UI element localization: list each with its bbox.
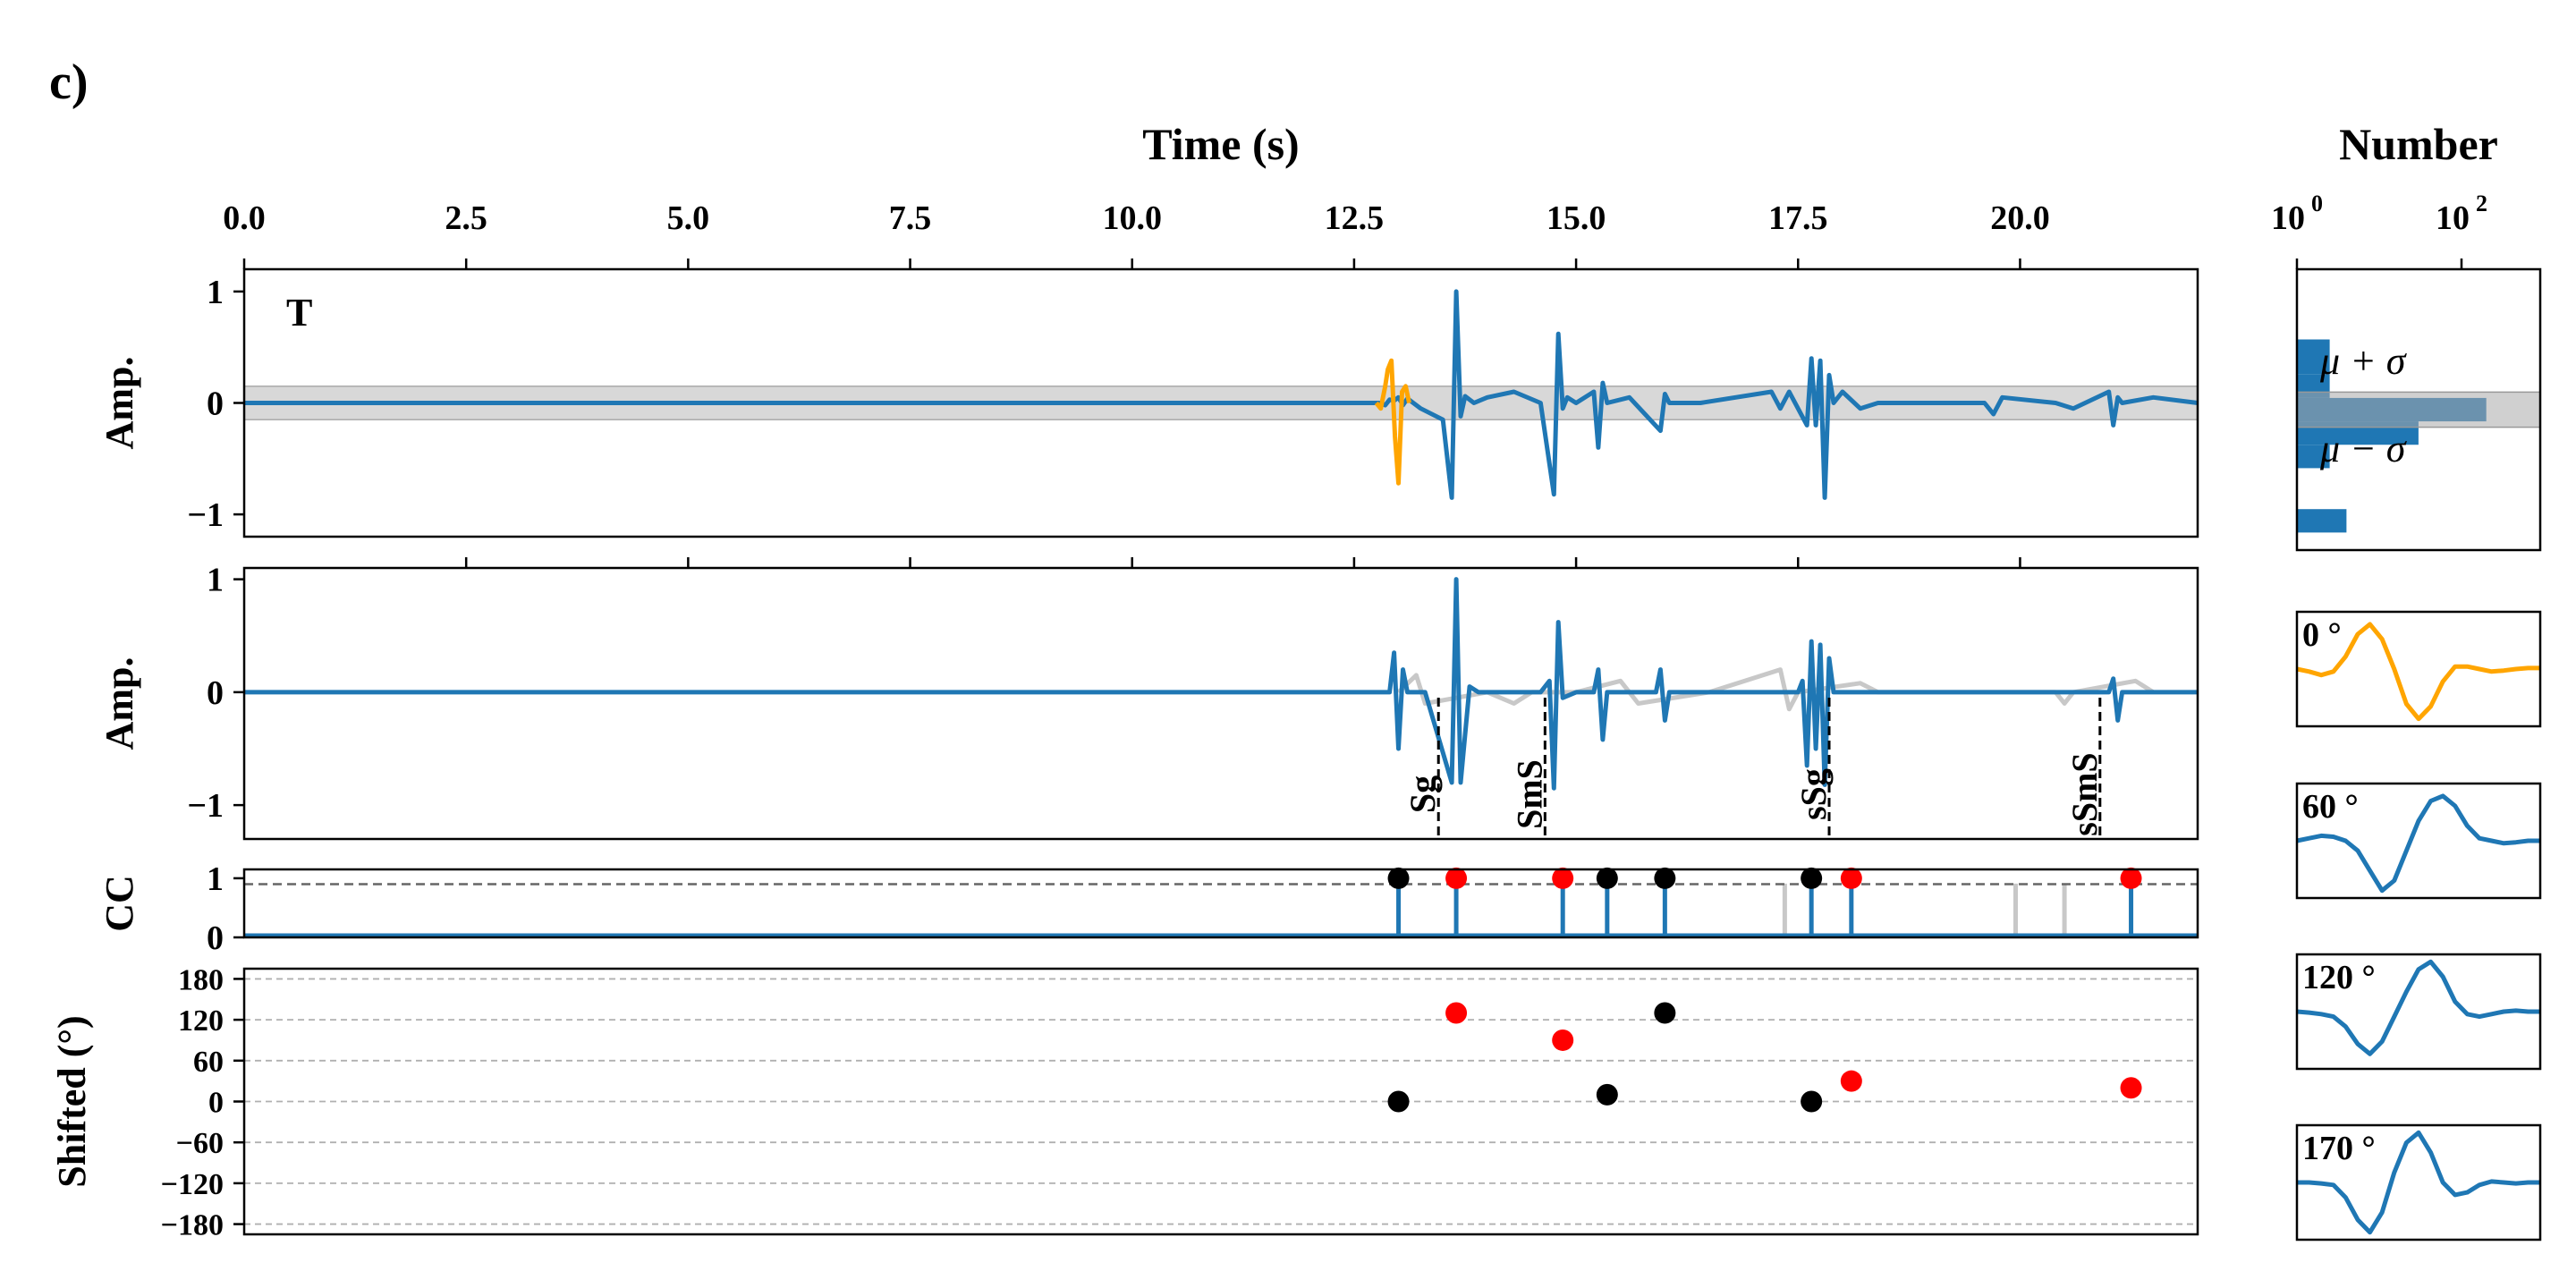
x-tick-label: 17.5	[1768, 199, 1828, 237]
shift-point-red	[1445, 1002, 1468, 1024]
x-tick-exponent: 2	[2476, 191, 2487, 216]
x-tick-label: 2.5	[445, 199, 487, 237]
y-tick-label: −1	[187, 496, 224, 534]
shift-panel: 180 120 60 0 −60 −120 −180 Shifted (°)	[50, 963, 2199, 1242]
y-axis-title: Amp.	[97, 357, 141, 450]
x-tick-label: 10	[2271, 199, 2305, 237]
templates-panel: 0 ° 60 ° 120 ° 170 °	[2295, 610, 2542, 1241]
top-trace-panel: T 0.0 2.5 5.0 7.5 10.0 12.5 15.0 17.5 20.0 Time (s…	[97, 119, 2199, 538]
y-tick-label: −120	[161, 1168, 224, 1201]
y-axis-title: Amp.	[97, 657, 141, 750]
template-label: 120 °	[2302, 959, 2376, 996]
template-line	[2297, 1130, 2540, 1235]
x-tick-label: 15.0	[1546, 199, 1606, 237]
shift-point-red	[2120, 1077, 2142, 1099]
phase-label: SmS	[1509, 759, 1549, 829]
cc-marker-red	[1552, 867, 1574, 889]
histogram-bar	[2297, 339, 2330, 375]
template-frame	[2295, 1123, 2542, 1241]
hist-band	[2296, 391, 2541, 428]
y-tick-label: 0	[207, 919, 224, 957]
template-frame	[2295, 610, 2542, 728]
template-label: 170 °	[2302, 1130, 2376, 1167]
cc-marker-black	[1387, 867, 1410, 889]
cc-panel: 1 0 CC	[97, 860, 2199, 957]
template-label: 0 °	[2302, 616, 2342, 654]
y-tick-label: 0	[207, 386, 224, 423]
x-tick-label: 7.5	[889, 199, 932, 237]
trace-component-label: T	[286, 291, 312, 335]
phase-label: sSg	[1793, 768, 1834, 820]
x-tick-label: 0.0	[223, 199, 266, 237]
y-axis-title: CC	[97, 875, 141, 932]
histogram-bar	[2297, 509, 2347, 533]
y-tick-label: 60	[193, 1046, 224, 1079]
template-line	[2296, 959, 2540, 1056]
template-line	[2296, 622, 2540, 722]
aligned-trace-line	[244, 577, 2198, 791]
x-tick-label: 20.0	[1990, 199, 2050, 237]
cc-frame	[242, 868, 2199, 939]
trace-line	[244, 289, 2199, 500]
y-tick-label: −60	[176, 1127, 224, 1160]
cc-marker-black	[1801, 867, 1823, 889]
template-frame	[2295, 782, 2542, 900]
y-tick-label: 120	[178, 1004, 224, 1038]
cc-marker-red	[1445, 867, 1468, 889]
x-tick-label: 12.5	[1325, 199, 1385, 237]
shift-point-black	[1801, 1090, 1823, 1113]
y-tick-label: 0	[207, 674, 224, 712]
histogram-frame	[2295, 267, 2542, 552]
x-tick-label: 5.0	[667, 199, 710, 237]
y-tick-label: −1	[187, 787, 224, 825]
y-tick-label: −180	[161, 1209, 224, 1242]
shift-point-black	[1596, 1083, 1618, 1106]
cc-marker-black	[1654, 867, 1676, 889]
x-axis-title: Time (s)	[1142, 119, 1299, 169]
window-line	[1374, 358, 1411, 486]
x-tick-label: 10	[2436, 199, 2470, 237]
cc-marker-red	[1840, 867, 1862, 889]
x-tick-exponent: 0	[2311, 191, 2323, 216]
x-tick-label: 10.0	[1102, 199, 1162, 237]
phase-label: sSmS	[2064, 752, 2105, 835]
histogram-bar	[2297, 445, 2330, 469]
shift-point-red	[1552, 1029, 1574, 1051]
y-tick-label: 1	[207, 274, 224, 311]
shift-point-black	[1387, 1090, 1410, 1113]
phase-label: Sg	[1402, 775, 1443, 813]
cc-marker-black	[1596, 867, 1618, 889]
y-tick-label: 1	[207, 562, 224, 599]
template-frame	[2295, 953, 2542, 1071]
y-axis-title: Shifted (°)	[50, 1015, 94, 1187]
shift-point-red	[1840, 1070, 1862, 1092]
aligned-trace-frame	[242, 566, 2199, 841]
template-line	[2296, 793, 2540, 894]
y-tick-label: 180	[178, 963, 224, 996]
y-tick-label: 0	[208, 1087, 224, 1120]
template-label: 60 °	[2302, 788, 2359, 826]
panel-label: c)	[49, 55, 89, 110]
band-lower-label: μ − σ	[2319, 427, 2408, 470]
band-upper-label: μ + σ	[2319, 339, 2408, 383]
y-tick-label: 1	[207, 860, 224, 898]
ghost-trace-line	[1396, 667, 2155, 712]
aligned-trace-panel: Sg SmS sSg sSmS 1 0 −1 Amp.	[97, 557, 2199, 841]
cc-marker-red	[2120, 867, 2142, 889]
shift-point-black	[1654, 1002, 1676, 1024]
histogram-title: Number	[2339, 119, 2498, 169]
